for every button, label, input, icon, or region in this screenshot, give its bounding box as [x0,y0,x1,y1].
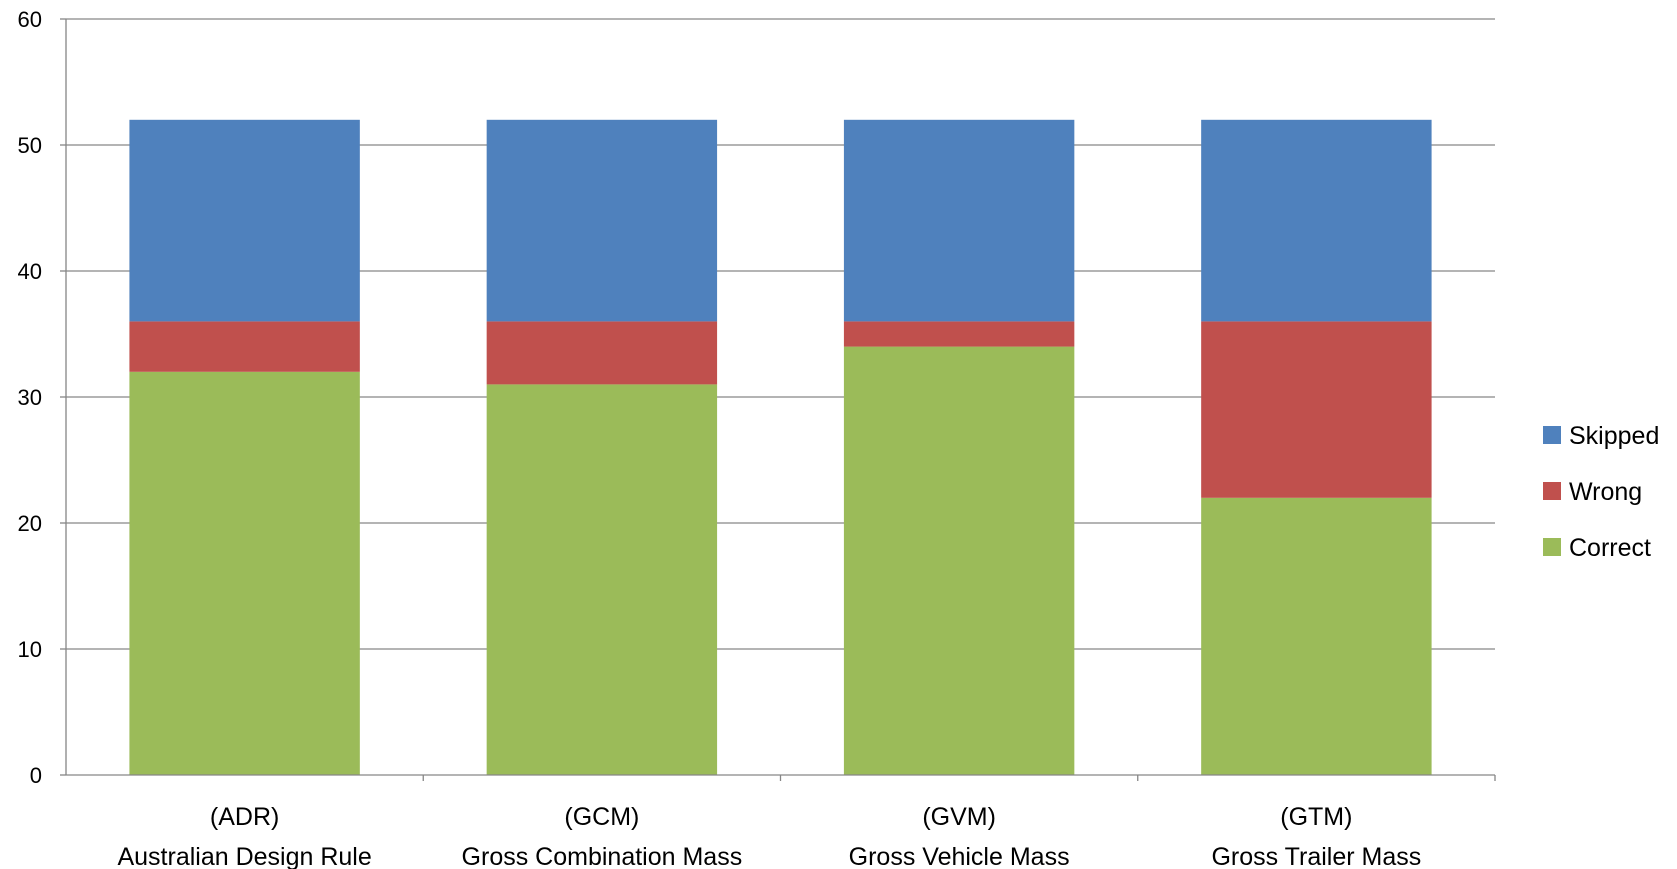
bars [129,119,1432,775]
x-category-label: Gross Vehicle Mass [849,843,1070,869]
legend-item-wrong: Wrong [1543,478,1642,506]
y-tick-label: 40 [18,259,42,284]
legend-swatch [1543,426,1561,444]
x-category-label: Australian Design Rule [117,843,371,869]
bar-segment-correct [843,346,1075,775]
bar-segment-skipped [129,119,360,322]
y-tick-label: 10 [18,637,42,662]
bar-segment-wrong [1201,321,1432,498]
bar-segment-skipped [1201,119,1432,322]
legend-item-skipped: Skipped [1543,422,1659,450]
legend: Skipped Wrong Correct [1543,422,1659,562]
y-axis-tick-labels: 0 10 20 30 40 50 60 [18,7,42,788]
x-category-label: (ADR) [210,803,279,831]
y-tick-label: 60 [18,7,42,32]
bar-segment-wrong [843,321,1075,347]
bar-segment-wrong [486,321,718,385]
legend-swatch [1543,482,1561,500]
y-tick-label: 20 [18,511,42,536]
bar-segment-correct [1201,497,1432,775]
bar-segment-skipped [843,119,1075,322]
bar-segment-correct [486,384,718,775]
legend-label: Wrong [1569,478,1642,506]
y-tick-label: 30 [18,385,42,410]
x-category-label: Gross Trailer Mass [1211,843,1421,869]
x-category-label: Gross Combination Mass [462,843,743,869]
x-category-label: (GCM) [564,803,639,831]
x-axis-category-labels: (ADR) Australian Design Rule (GCM) Gross Co… [117,803,1421,869]
legend-label: Correct [1569,534,1651,562]
bar-segment-wrong [129,321,360,372]
legend-label: Skipped [1569,422,1659,450]
axes [60,18,1496,781]
legend-swatch [1543,538,1561,556]
y-tick-label: 50 [18,133,42,158]
bar-segment-skipped [486,119,718,322]
bar-segment-correct [129,371,360,775]
y-tick-label: 0 [30,763,42,788]
x-category-label: (GTM) [1280,803,1352,831]
legend-item-correct: Correct [1543,534,1651,562]
x-category-label: (GVM) [922,803,996,831]
